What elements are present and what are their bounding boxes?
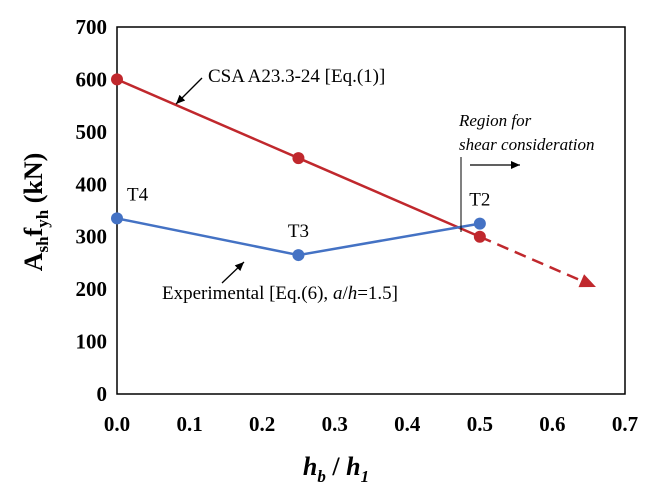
y-title-sub-yh: yh <box>33 209 52 228</box>
x-title-h: h <box>303 452 317 481</box>
point-label: T2 <box>469 190 490 211</box>
csa-series-point <box>292 152 305 165</box>
y-tick-label: 200 <box>76 277 108 301</box>
csa-label-arrow <box>175 77 203 105</box>
plot-frame <box>116 26 626 395</box>
y-tick-label: 400 <box>76 172 108 196</box>
y-tick-label: 100 <box>76 330 108 354</box>
experimental-series-point <box>111 212 123 225</box>
y-tick-label: 700 <box>76 15 108 39</box>
exp-label-slash: / <box>342 283 348 304</box>
region-label-line1: Region for <box>458 111 532 130</box>
y-title-unit: (kN) <box>19 153 48 210</box>
csa-extension-line <box>479 235 582 282</box>
point-label: T4 <box>127 184 149 205</box>
csa-series-point <box>473 230 486 243</box>
experimental-series-label: Experimental [Eq.(6), a/h=1.5] <box>162 283 398 304</box>
csa-extension-arrowhead <box>578 274 596 288</box>
x-tick-label: 0.3 <box>322 412 348 436</box>
x-axis-title: hb / h1 <box>303 452 369 486</box>
x-tick-label: 0.5 <box>467 412 493 436</box>
x-tick-label: 0.0 <box>104 412 130 436</box>
plot-area <box>116 26 626 395</box>
x-title-sub-1: 1 <box>361 467 370 486</box>
y-tick-label: 300 <box>76 225 108 249</box>
region-label-line2: shear consideration <box>459 135 595 154</box>
csa-series-point <box>111 73 123 86</box>
x-tick-label: 0.1 <box>176 412 202 436</box>
exp-label-suffix: =1.5] <box>357 283 398 304</box>
x-title-sub-b: b <box>317 467 326 486</box>
y-tick-label: 0 <box>97 382 108 406</box>
experimental-series-point <box>292 249 305 262</box>
y-tick-label: 500 <box>76 120 108 144</box>
y-title-a: A <box>19 252 48 271</box>
y-title-f: f <box>19 227 48 236</box>
x-title-h2: h <box>346 452 360 481</box>
x-tick-label: 0.4 <box>394 412 421 436</box>
series-layer: T4 T3 T2 <box>111 73 596 288</box>
exp-label-a: a <box>333 283 343 304</box>
exp-label-prefix: Experimental [Eq.(6), <box>162 283 333 304</box>
y-title-sub-sh: sh <box>33 236 52 253</box>
x-tick-label: 0.2 <box>249 412 275 436</box>
exp-label-h: h <box>348 283 358 304</box>
x-tick-label: 0.7 <box>612 412 638 436</box>
x-tick-label: 0.6 <box>539 412 565 436</box>
csa-series-label: CSA A23.3-24 [Eq.(1)] <box>208 66 385 87</box>
experimental-label-arrow <box>221 261 245 284</box>
point-label: T3 <box>288 221 309 242</box>
experimental-series-point <box>473 217 486 230</box>
tick-labels: 0.0 0.1 0.2 0.3 0.4 0.5 0.6 0.7 0 100 200 300 400 500… <box>76 15 639 436</box>
x-title-sep: / <box>326 452 346 481</box>
annotations: CSA A23.3-24 [Eq.(1)] Experimental [Eq.(… <box>162 66 595 304</box>
y-axis-title: Ashfyh (kN) <box>19 153 52 272</box>
y-tick-label: 600 <box>76 67 108 91</box>
